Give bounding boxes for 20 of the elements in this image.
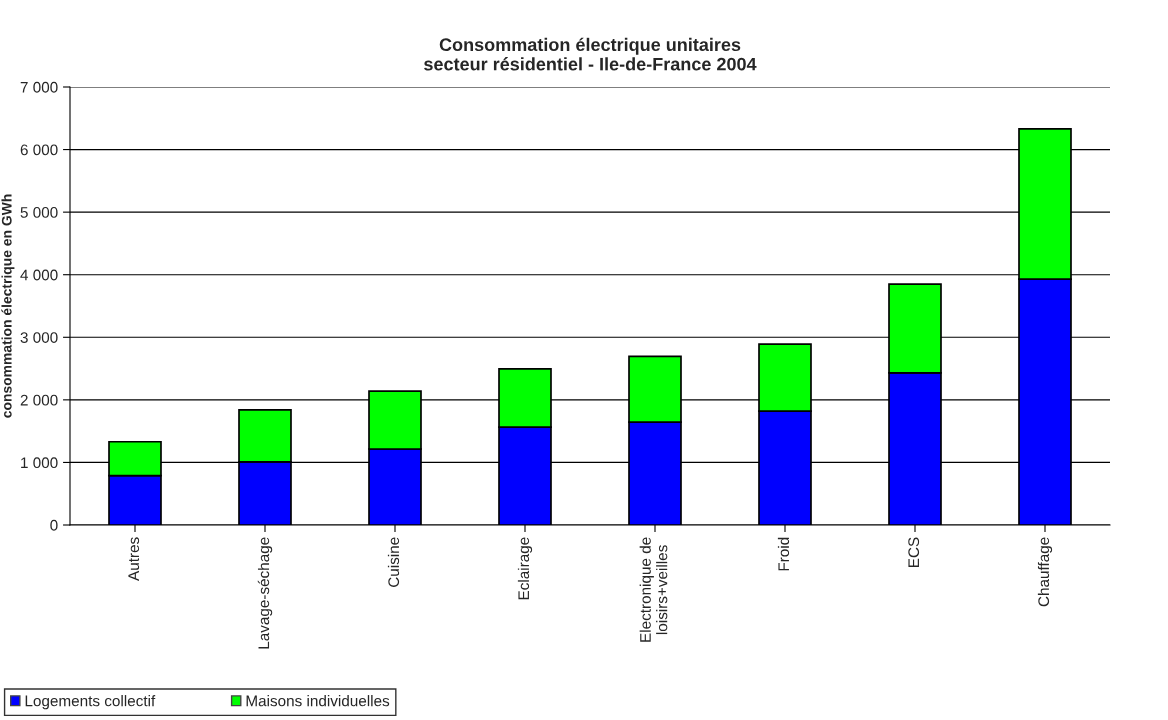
- x-tick-label: ECS: [908, 537, 920, 567]
- legend-label: Maisons individuelles: [246, 695, 390, 707]
- x-tick-label: Eclairage: [517, 537, 533, 600]
- y-tick-label: 3 000: [20, 332, 58, 343]
- x-tick-label: Chauffage: [1037, 537, 1053, 607]
- y-tick-label: 5 000: [20, 207, 58, 218]
- legend-label: Logements collectif: [25, 695, 156, 710]
- x-tick-label: Autres: [128, 537, 140, 581]
- y-tick-label: 1 000: [21, 457, 58, 469]
- y-tick-label: 4 000: [20, 269, 58, 281]
- y-tick-label: 0: [50, 519, 58, 531]
- chart-title: Consommation électrique unitaires secteur résidentiel - Ile-de-France 2004: [424, 37, 757, 71]
- x-tick-label: Froid: [777, 537, 790, 571]
- y-tick-label: 2 000: [20, 394, 58, 406]
- y-tick-label: 7 000: [20, 81, 58, 93]
- x-tick-label: Lavage-séchage: [257, 537, 273, 649]
- y-axis-title: consommation électrique en GWh: [1, 194, 15, 418]
- x-tick-label: Electronique de loisirs+veilles: [639, 537, 668, 642]
- y-tick-label: 6 000: [20, 144, 58, 156]
- x-tick-label: Cuisine: [387, 537, 400, 587]
